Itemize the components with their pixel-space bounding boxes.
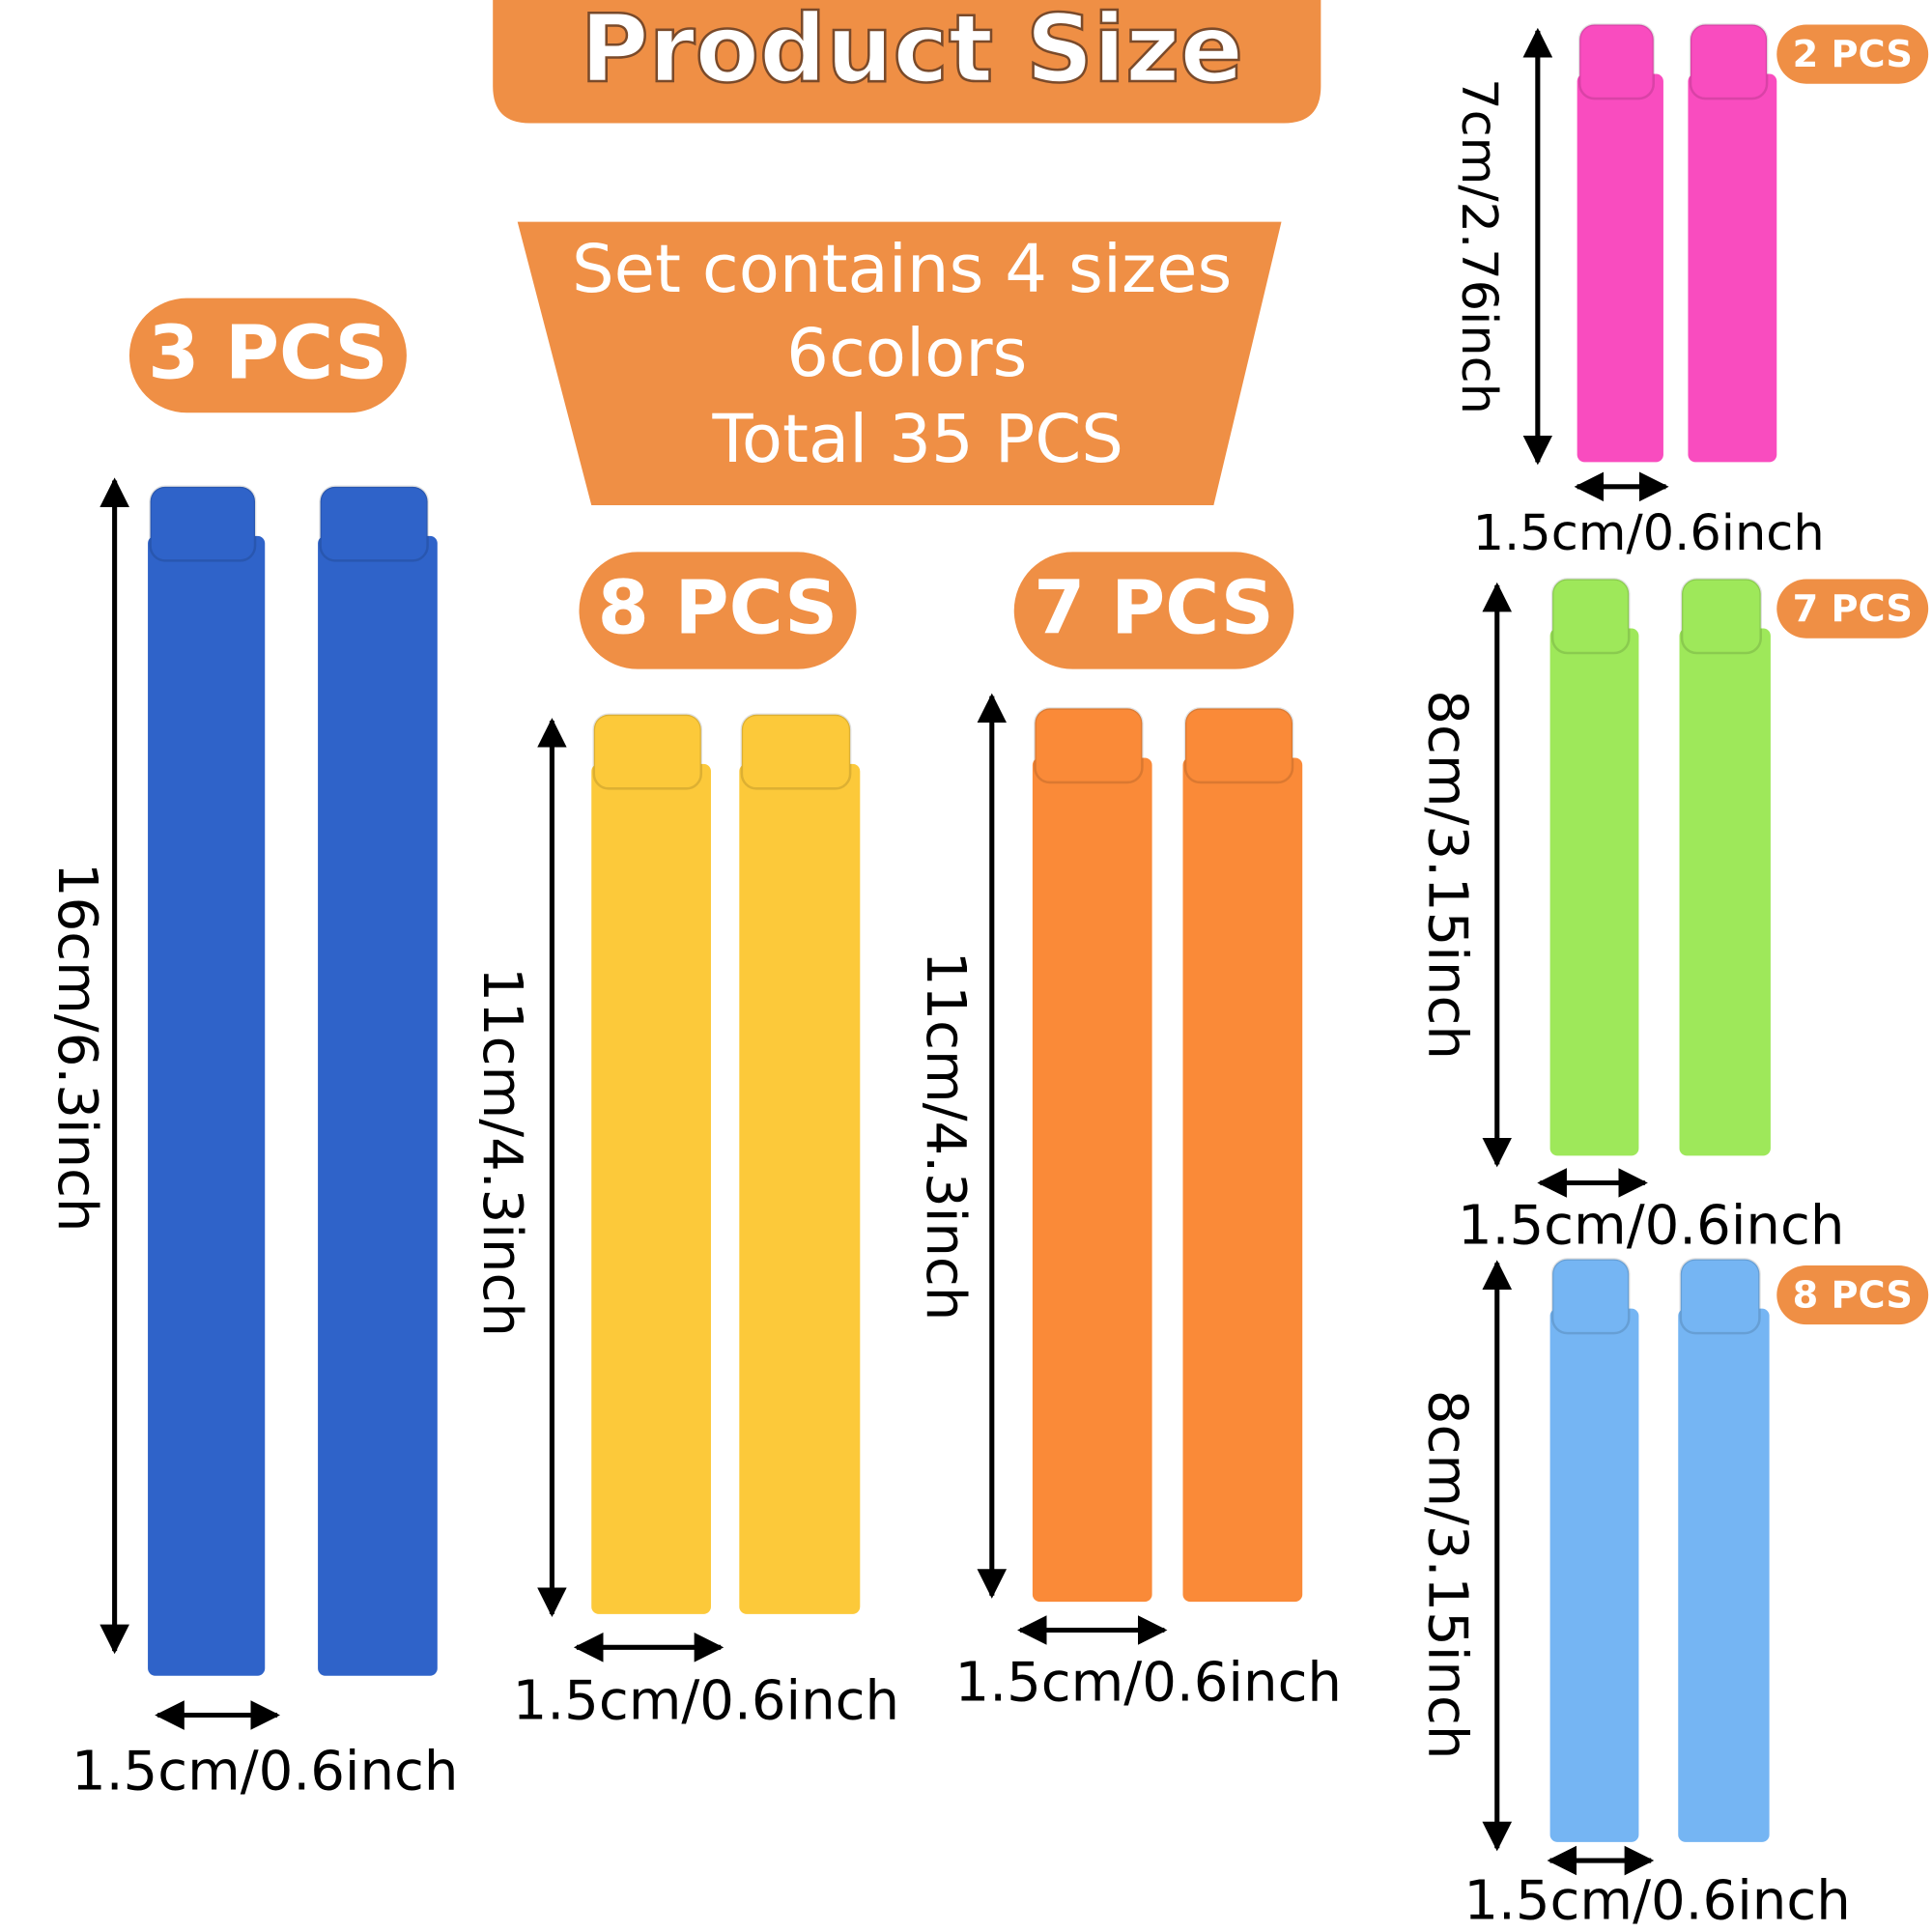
clip-cap — [1680, 578, 1762, 655]
clip-cap — [1034, 707, 1144, 784]
clip-body — [1678, 1308, 1770, 1842]
clip-cap — [1679, 1258, 1761, 1335]
length-label: 8cm/3.15inch — [1415, 1390, 1478, 1760]
pcs-label: 7 PCS — [1034, 566, 1274, 652]
clip-body — [318, 535, 438, 1676]
width-label: 1.5cm/0.6inch — [1463, 1869, 1850, 1932]
clip-cap — [1577, 23, 1656, 100]
pcs-badge — [1776, 24, 1929, 84]
length-label: 11cm/4.3inch — [914, 952, 977, 1321]
length-label: 7cm/2.76inch — [1450, 78, 1507, 414]
pcs-badge — [1776, 579, 1929, 639]
clip-cap — [1689, 23, 1769, 100]
summary-banner — [517, 221, 1282, 505]
length-label: 11cm/4.3inch — [470, 967, 533, 1337]
clip-body — [1688, 73, 1777, 463]
clip-body — [1577, 73, 1663, 463]
clip-cap — [1183, 707, 1294, 784]
pcs-badge — [128, 298, 407, 413]
pcs-badge — [579, 552, 857, 669]
pcs-badge — [1013, 552, 1294, 669]
title-banner — [493, 0, 1321, 124]
clip-body — [1032, 757, 1152, 1603]
width-label: 1.5cm/0.6inch — [955, 1652, 1342, 1715]
clip-body — [1679, 628, 1771, 1156]
summary-line: Total 35 PCS — [711, 401, 1123, 478]
length-label: 16cm/6.3inch — [45, 863, 108, 1233]
clip-cap — [319, 485, 429, 562]
pcs-label: 2 PCS — [1793, 33, 1913, 76]
pcs-badge — [1776, 1264, 1929, 1325]
width-label: 1.5cm/0.6inch — [1473, 505, 1825, 562]
clip-body — [148, 535, 266, 1676]
pcs-label: 3 PCS — [148, 311, 388, 397]
pcs-label: 8 PCS — [1793, 1274, 1913, 1318]
length-label: 8cm/3.15inch — [1415, 690, 1478, 1060]
width-label: 1.5cm/0.6inch — [1458, 1194, 1844, 1257]
clip-body — [1549, 628, 1639, 1156]
clip-body — [739, 763, 861, 1614]
clip-cap — [1550, 1258, 1631, 1335]
clip-body — [1182, 757, 1303, 1603]
clip-cap — [740, 713, 852, 790]
pcs-label: 7 PCS — [1793, 587, 1913, 631]
pcs-label: 8 PCS — [598, 566, 838, 652]
clip-body — [1549, 1308, 1639, 1842]
clip-cap — [592, 713, 703, 790]
clip-body — [591, 763, 711, 1614]
width-label: 1.5cm/0.6inch — [513, 1670, 899, 1733]
clip-cap — [149, 485, 257, 562]
clip-cap — [1550, 578, 1631, 655]
width-label: 1.5cm/0.6inch — [71, 1740, 458, 1803]
summary-line: Set contains 4 sizes — [572, 231, 1232, 308]
summary-line: 6colors — [786, 315, 1027, 392]
title: Product Size — [581, 0, 1244, 103]
